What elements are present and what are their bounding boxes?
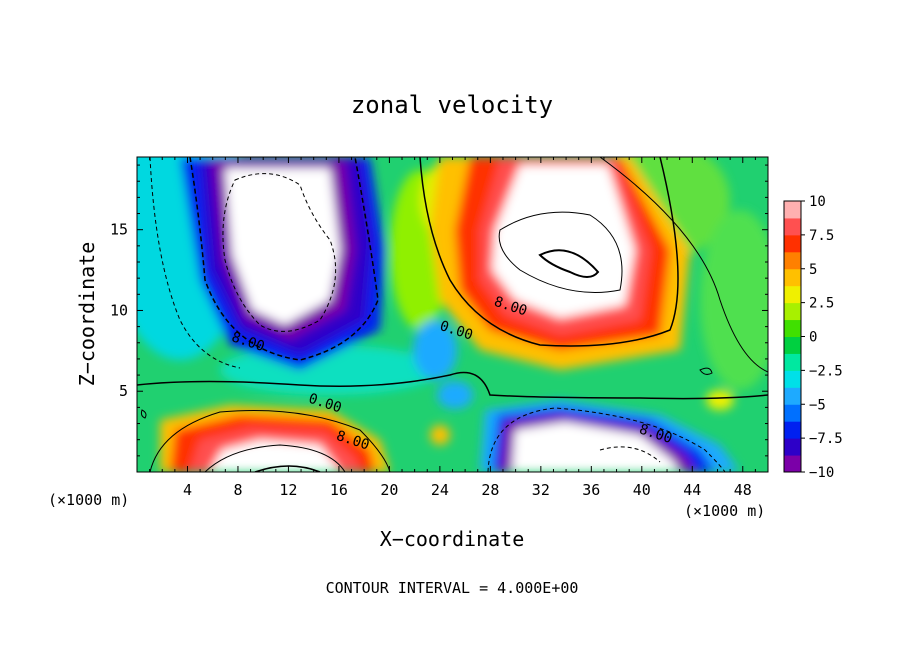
colorbar-tick-label: 10 — [809, 194, 826, 210]
x-axis-label: X−coordinate — [380, 527, 525, 551]
colorbar-swatch — [784, 353, 801, 371]
contour-line — [140, 409, 147, 419]
contour-line — [599, 446, 661, 463]
colorbar-swatch — [784, 285, 801, 304]
colorbar-swatch — [784, 268, 801, 287]
contour-line — [222, 173, 337, 332]
colorbar-swatch — [784, 302, 801, 321]
colorbar-swatch — [784, 387, 801, 405]
velocity-field: 8.008.000.000.008.00 8.00 — [137, 157, 768, 472]
x-tick-label: 32 — [532, 481, 550, 499]
contour-line — [204, 444, 346, 472]
colorbar-tick-label: 0 — [809, 330, 817, 346]
contour-interval-note: CONTOUR INTERVAL = 4.000E+00 — [326, 579, 579, 597]
contour-line — [699, 367, 713, 375]
colorbar-swatch — [784, 234, 801, 253]
colorbar-tick-label: 2.5 — [809, 296, 834, 312]
colorbar-swatch — [784, 438, 801, 456]
contour-line — [149, 157, 241, 369]
contour-lines — [137, 157, 768, 472]
field-blob — [437, 381, 473, 409]
colorbar-swatch — [784, 336, 801, 354]
colorbar-tick-label: −2.5 — [809, 363, 843, 379]
x-tick-label: 40 — [633, 481, 651, 499]
x-tick-label: 24 — [431, 481, 449, 499]
field-blob — [210, 440, 340, 472]
colorbar-tick-label: 7.5 — [809, 228, 834, 244]
colorbar-tick-label: 5 — [809, 262, 817, 278]
field-blob — [512, 422, 680, 472]
x-tick-label: 12 — [279, 481, 297, 499]
colorbar-swatch — [784, 217, 801, 236]
y-axis: 5 10 15 — [110, 164, 768, 457]
x-unit-left: (×1000 m) — [48, 491, 129, 509]
field-blob — [413, 320, 457, 380]
colorbar-swatch — [784, 455, 801, 473]
x-tick-label: 20 — [380, 481, 398, 499]
x-tick-label: 36 — [582, 481, 600, 499]
x-tick-label: 44 — [683, 481, 701, 499]
colorbar-swatch — [784, 251, 801, 270]
x-tick-label: 8 — [233, 481, 242, 499]
colorbar-swatch — [784, 404, 801, 422]
x-tick-label: 28 — [481, 481, 499, 499]
chart-title: zonal velocity — [351, 91, 553, 119]
contour-line — [487, 407, 726, 472]
field-blob — [700, 210, 768, 390]
colorbar-tick-label: −10 — [809, 465, 834, 481]
x-tick-label: 4 — [183, 481, 192, 499]
field-blob — [430, 425, 450, 445]
colorbar-swatch — [784, 370, 801, 388]
contour-line — [149, 410, 391, 472]
contour-line — [498, 211, 623, 293]
contour-line — [599, 157, 768, 373]
colorbar: 10 7.5 5 2.5 0 −2.5 −5 −7.5 −10 — [783, 194, 843, 481]
colorbar-tick-label: −5 — [809, 397, 826, 413]
y-tick-label: 15 — [110, 221, 128, 239]
contour-line — [189, 157, 379, 361]
field-blob — [225, 168, 340, 325]
y-tick-label: 10 — [110, 301, 128, 319]
contour-line — [538, 249, 600, 278]
colorbar-tick-label: −7.5 — [809, 431, 843, 447]
colorbar-swatch — [784, 201, 801, 219]
colorbar-swatch — [784, 319, 801, 337]
x-unit-right: (×1000 m) — [684, 502, 765, 520]
y-axis-label: Z−coordinate — [75, 242, 99, 387]
contour-line — [419, 157, 679, 347]
x-tick-label: 16 — [330, 481, 348, 499]
colorbar-swatch — [784, 421, 801, 439]
x-axis: 4 8 12 16 20 24 28 32 36 40 44 48 — [149, 157, 756, 499]
y-tick-label: 5 — [119, 382, 128, 400]
contour-line — [137, 371, 768, 400]
field-blob — [492, 165, 635, 318]
field-blob — [706, 390, 734, 410]
x-tick-label: 48 — [734, 481, 752, 499]
